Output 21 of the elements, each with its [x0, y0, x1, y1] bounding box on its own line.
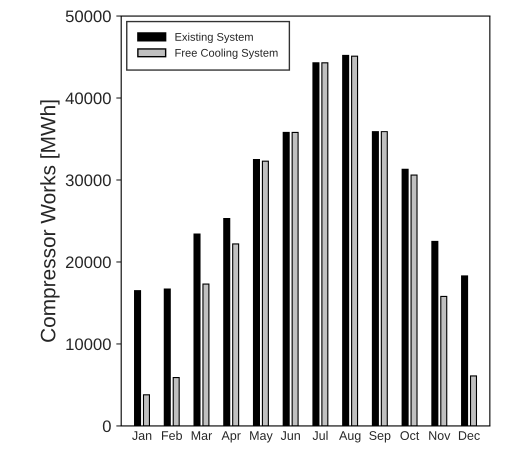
- y-axis-title: Compressor Works [MWh]: [40, 100, 60, 342]
- legend-label: Existing System: [175, 32, 253, 44]
- y-tick-label: 20000: [66, 256, 111, 268]
- y-tick-label: 30000: [66, 174, 111, 186]
- x-tick-label: Apr: [222, 431, 241, 442]
- y-tick-label: 40000: [66, 92, 111, 104]
- legend-label: Free Cooling System: [175, 48, 278, 59]
- x-tick-label: Dec: [458, 431, 480, 440]
- x-tick-label: Jan: [132, 431, 152, 440]
- x-tick-label: Feb: [162, 430, 182, 440]
- x-tick-label: Mar: [192, 431, 212, 440]
- x-tick-label: Jun: [280, 431, 300, 440]
- x-tick-label: Aug: [339, 431, 360, 442]
- y-tick-label: 50000: [66, 10, 111, 22]
- x-tick-label: May: [250, 431, 273, 442]
- x-tick-label: Oct: [400, 431, 420, 440]
- x-tick-label: Jul: [312, 430, 328, 440]
- x-tick-label: Sep: [369, 431, 390, 442]
- x-tick-label: Nov: [429, 431, 450, 440]
- y-tick-label: 0: [102, 420, 111, 432]
- y-tick-label: 10000: [66, 338, 111, 350]
